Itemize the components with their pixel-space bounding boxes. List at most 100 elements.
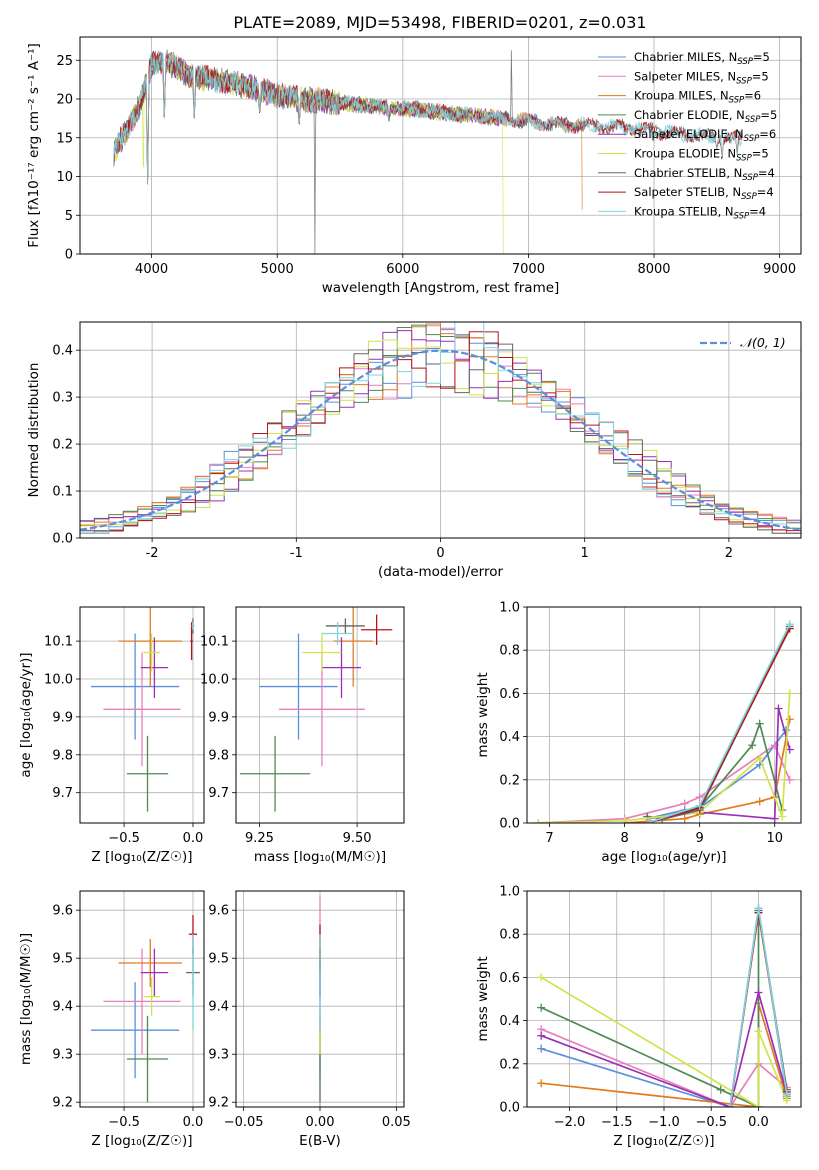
y-tick-label: 0.2 xyxy=(499,773,520,788)
errorbar-salpeter-elodie xyxy=(321,637,362,698)
errorbar-kroupa-stelib xyxy=(321,622,354,645)
age-vs-z-frame xyxy=(79,606,205,824)
y-tick-label: 25 xyxy=(56,54,73,69)
weight-marker-kroupa-stelib xyxy=(726,1103,735,1107)
histogram-legend: 𝒩(0, 1) xyxy=(700,335,786,350)
errorbar-chabrier-stelib xyxy=(325,618,365,634)
weight-marker-kroupa-elodie xyxy=(785,689,794,698)
x-tick-label: 0 xyxy=(436,546,444,561)
weight-marker-chabrier-miles xyxy=(537,1044,546,1053)
y-tick-label: 0.0 xyxy=(52,532,73,547)
y-tick-label: 20 xyxy=(56,93,73,108)
histogram-xlabel: (data-model)/error xyxy=(378,564,504,580)
legend-label-kroupa-stelib: Kroupa STELIB, NSSP=4 xyxy=(634,204,766,221)
weight-marker-kroupa-elodie xyxy=(754,1027,763,1036)
spectrum-frame xyxy=(79,36,802,255)
weight-marker-salpeter-elodie xyxy=(537,1031,546,1040)
errorbar-kroupa-elodie xyxy=(143,977,160,1016)
y-tick-label: 0.4 xyxy=(499,730,520,745)
weight-marker-kroupa-elodie xyxy=(778,812,787,821)
weight-marker-kroupa-miles xyxy=(680,814,689,823)
age-vs-z-chart: 9.7 9.8 9.9 10.0 10.1 −0.5 0.0 Z [log₁₀(Z/Z☉)] a… xyxy=(18,606,205,865)
y-tick-label: 9.8 xyxy=(52,748,73,763)
x-tick-label: −1.0 xyxy=(648,1115,680,1130)
errorbar-salpeter-stelib xyxy=(361,614,393,645)
weight-line-kroupa-elodie xyxy=(538,693,791,823)
y-tick-label: 15 xyxy=(56,131,73,146)
weight-marker-kroupa-stelib xyxy=(695,801,704,810)
mass-vs-ebv-frame xyxy=(235,890,405,1108)
weight-marker-chabrier-elodie xyxy=(716,1085,725,1094)
y-tick-label: 9.5 xyxy=(52,952,73,967)
y-tick-label: 0.8 xyxy=(499,644,520,659)
x-tick-label: 4000 xyxy=(135,262,168,277)
y-tick-label: 0.6 xyxy=(499,971,520,986)
mass-vs-z-frame xyxy=(79,890,205,1108)
y-tick-label: 9.5 xyxy=(208,952,229,967)
mass-weight-vs-age-frame xyxy=(526,606,802,824)
mass-weight-vs-z-chart: 0.0 0.2 0.4 0.6 0.8 1.0 −2.0 −1.5 −1.0 −0.5 0.0 Z [… xyxy=(475,885,802,1149)
y-tick-label: 9.4 xyxy=(208,1000,229,1015)
y-tick-label: 10.1 xyxy=(44,635,73,650)
x-tick-label: −0.5 xyxy=(108,831,140,846)
legend-label-kroupa-miles: Kroupa MILES, NSSP=6 xyxy=(634,89,761,106)
x-tick-label: 6000 xyxy=(386,262,419,277)
weight-marker-kroupa-miles xyxy=(537,1079,546,1088)
y-tick-label: 0.4 xyxy=(499,1014,520,1029)
y-tick-label: 9.7 xyxy=(208,786,229,801)
histogram-bars xyxy=(80,322,801,534)
errorbar-chabrier-miles xyxy=(91,982,180,1079)
weight-marker-salpeter-miles xyxy=(680,799,689,808)
hist-series-kroupa-miles xyxy=(80,323,801,527)
x-tick-label: 7000 xyxy=(512,262,545,277)
spectrum-lines xyxy=(113,49,743,254)
weight-marker-kroupa-elodie xyxy=(537,973,546,982)
y-tick-label: 1.0 xyxy=(499,601,520,616)
weight-marker-chabrier-elodie xyxy=(748,741,757,750)
weight-line-chabrier-elodie xyxy=(646,720,784,820)
errorbar-salpeter-miles xyxy=(103,652,181,767)
x-tick-label: 9.25 xyxy=(245,831,274,846)
histogram-chart: 0.0 0.1 0.2 0.3 0.4 -2 -1 0 1 2 (data-model)/error… xyxy=(26,321,802,580)
weight-marker-kroupa-elodie xyxy=(755,754,764,763)
x-tick-label: 8 xyxy=(620,831,628,846)
gaussian-curve xyxy=(80,349,801,531)
weight-line-salpeter-miles xyxy=(540,1028,788,1107)
y-tick-label: 9.2 xyxy=(208,1096,229,1111)
y-tick-label: 0 xyxy=(65,248,73,263)
x-tick-label: -2 xyxy=(146,546,159,561)
spectrum-chart: 0 5 10 15 20 25 4000 5000 6000 7000 8000 9000 wavele… xyxy=(26,36,802,296)
age-vs-z-xlabel: Z [log₁₀(Z/Z☉)] xyxy=(91,849,192,865)
x-tick-label: 1 xyxy=(581,546,589,561)
weight-marker-kroupa-stelib xyxy=(785,620,794,629)
mass-weight-vs-z-lines xyxy=(537,904,791,1107)
errorbar-salpeter-elodie xyxy=(140,637,169,698)
errorbar-chabrier-elodie xyxy=(126,735,169,812)
legend-label-salpeter-elodie: Salpeter ELODIE, NSSP=6 xyxy=(634,127,776,144)
mass-vs-z-xlabel: Z [log₁₀(Z/Z☉)] xyxy=(91,1133,192,1149)
age-vs-z-ylabel: age [log₁₀(age/yr)] xyxy=(18,652,34,777)
legend-label-salpeter-stelib: Salpeter STELIB, NSSP=4 xyxy=(634,185,774,202)
mass-weight-vs-z-xlabel: Z [log₁₀(Z/Z☉)] xyxy=(613,1133,714,1149)
errorbar-chabrier-miles xyxy=(259,633,338,740)
y-tick-label: 9.6 xyxy=(52,904,73,919)
y-tick-label: 10.0 xyxy=(44,673,73,688)
spectrum-xlabel: wavelength [Angstrom, rest frame] xyxy=(322,280,560,296)
legend-label-gaussian: 𝒩(0, 1) xyxy=(740,335,786,350)
errorbar-kroupa-elodie xyxy=(143,633,160,672)
weight-marker-kroupa-stelib xyxy=(754,904,763,913)
weight-marker-kroupa-elodie xyxy=(754,1103,763,1107)
errorbar-chabrier-elodie xyxy=(239,735,311,812)
y-tick-label: 0.0 xyxy=(499,1101,520,1116)
spectrum-legend: Chabrier MILES, NSSP=5 Salpeter MILES, NS… xyxy=(598,50,777,221)
x-tick-label: 0.0 xyxy=(183,831,204,846)
y-tick-label: 9.9 xyxy=(52,710,73,725)
y-tick-label: 9.6 xyxy=(208,904,229,919)
weight-marker-salpeter-elodie xyxy=(754,988,763,997)
errorbar-kroupa-miles xyxy=(333,607,373,687)
x-tick-label: 0.0 xyxy=(183,1115,204,1130)
errorbar-salpeter-stelib xyxy=(190,622,193,661)
age-vs-mass-grid xyxy=(236,607,404,823)
x-tick-label: −1.5 xyxy=(601,1115,633,1130)
